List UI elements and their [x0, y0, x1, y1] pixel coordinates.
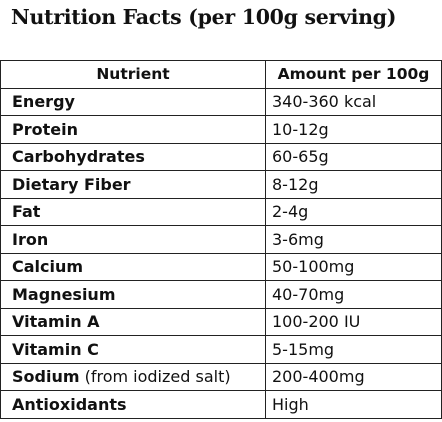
amount-cell: 100-200 IU: [265, 307, 442, 336]
amount-cell: 40-70mg: [265, 280, 442, 309]
table-row: Dietary Fiber 8-12g: [0, 170, 442, 199]
table-row: Iron 3-6mg: [0, 225, 442, 254]
nutrient-name-cell: Iron: [0, 225, 266, 254]
nutrient-name-cell: Antioxidants: [0, 390, 266, 419]
table-header-row: Nutrient Amount per 100g: [0, 60, 442, 89]
nutrient-name: Calcium: [12, 257, 84, 277]
nutrient-name-cell: Sodium (from iodized salt): [0, 362, 266, 391]
amount-cell: 60-65g: [265, 142, 442, 171]
nutrient-name-cell: Dietary Fiber: [0, 170, 266, 199]
table-row: Magnesium 40-70mg: [0, 280, 442, 309]
table-row: Sodium (from iodized salt) 200-400mg: [0, 362, 442, 391]
nutrient-name-cell: Calcium: [0, 252, 266, 281]
nutrient-name-cell: Vitamin C: [0, 335, 266, 364]
amount-cell: 340-360 kcal: [265, 87, 442, 116]
nutrient-name: Vitamin C: [12, 339, 99, 359]
nutrient-name: Dietary Fiber: [12, 174, 131, 194]
amount-cell: 10-12g: [265, 115, 442, 144]
amount-cell: 3-6mg: [265, 225, 442, 254]
nutrient-name: Vitamin A: [12, 312, 100, 332]
column-header-amount: Amount per 100g: [265, 60, 442, 89]
nutrient-name-cell: Magnesium: [0, 280, 266, 309]
amount-cell: 50-100mg: [265, 252, 442, 281]
amount-cell: High: [265, 390, 442, 419]
nutrient-name: Fat: [12, 202, 41, 222]
nutrient-note: (from iodized salt): [79, 367, 231, 387]
nutrient-name: Iron: [12, 229, 49, 249]
table-row: Fat 2-4g: [0, 197, 442, 226]
amount-cell: 5-15mg: [265, 335, 442, 364]
nutrient-name-cell: Energy: [0, 87, 266, 116]
table-row: Antioxidants High: [0, 390, 442, 419]
table-row: Carbohydrates 60-65g: [0, 142, 442, 171]
nutrient-name: Energy: [12, 92, 75, 112]
amount-cell: 2-4g: [265, 197, 442, 226]
page-title: Nutrition Facts (per 100g serving): [11, 5, 397, 29]
nutrition-table-body: Energy 340-360 kcal Protein 10-12g Carbohydr…: [0, 87, 442, 419]
nutrient-name-cell: Fat: [0, 197, 266, 226]
column-header-nutrient: Nutrient: [0, 60, 266, 89]
table-row: Vitamin A 100-200 IU: [0, 307, 442, 336]
nutrient-name: Antioxidants: [12, 394, 127, 414]
amount-cell: 8-12g: [265, 170, 442, 199]
nutrient-name: Magnesium: [12, 284, 116, 304]
nutrition-table: Nutrient Amount per 100g Energy 340-360 k…: [0, 60, 442, 419]
table-row: Protein 10-12g: [0, 115, 442, 144]
nutrient-name-cell: Vitamin A: [0, 307, 266, 336]
nutrient-name: Carbohydrates: [12, 147, 145, 167]
nutrient-name-cell: Carbohydrates: [0, 142, 266, 171]
table-row: Vitamin C 5-15mg: [0, 335, 442, 364]
amount-cell: 200-400mg: [265, 362, 442, 391]
table-row: Energy 340-360 kcal: [0, 87, 442, 116]
nutrient-name-cell: Protein: [0, 115, 266, 144]
table-row: Calcium 50-100mg: [0, 252, 442, 281]
nutrient-name: Protein: [12, 119, 78, 139]
nutrient-name: Sodium: [12, 367, 80, 387]
